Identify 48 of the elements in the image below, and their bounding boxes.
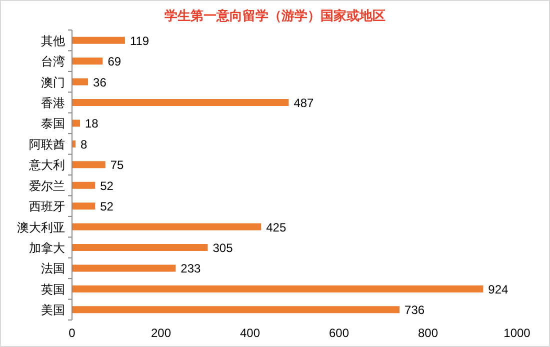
y-tick-label: 爱尔兰 [29, 178, 65, 193]
bar [72, 161, 106, 168]
bar [72, 99, 289, 106]
y-tick-label: 泰国 [41, 116, 65, 131]
bar [72, 285, 484, 292]
bar [72, 306, 400, 314]
data-label: 52 [100, 178, 114, 193]
data-label: 233 [180, 262, 202, 276]
x-tick-label: 800 [418, 326, 438, 340]
bar [72, 264, 176, 272]
data-label: 119 [130, 34, 150, 48]
bar [72, 202, 96, 210]
data-label: 36 [93, 75, 107, 90]
y-tick-label: 法国 [41, 262, 65, 276]
y-tick-label: 香港 [41, 96, 65, 110]
bar [72, 120, 80, 127]
data-label: 487 [294, 96, 314, 110]
bar [72, 36, 125, 44]
bar [72, 78, 88, 86]
y-tick-label: 英国 [41, 282, 65, 296]
bar [72, 223, 262, 230]
y-tick-label: 澳大利亚 [17, 220, 65, 234]
data-label: 924 [488, 282, 509, 296]
x-tick-label: 600 [328, 326, 350, 340]
data-label: 425 [266, 220, 286, 234]
y-tick-label: 阿联酋 [29, 137, 65, 152]
y-tick-label: 加拿大 [29, 241, 65, 255]
y-tick-label: 西班牙 [29, 200, 65, 214]
bar [72, 58, 103, 65]
y-tick-label: 台湾 [41, 54, 65, 69]
x-tick-label: 1000 [504, 326, 531, 340]
bar [72, 244, 208, 251]
y-tick-label: 美国 [41, 303, 65, 318]
y-tick-label: 其他 [41, 34, 65, 48]
data-label: 75 [110, 158, 124, 172]
x-tick-label: 0 [68, 326, 76, 340]
data-label: 18 [85, 116, 99, 131]
x-tick-label: 200 [150, 326, 172, 340]
data-label: 736 [404, 303, 425, 318]
y-tick-label: 澳门 [41, 75, 65, 90]
data-label: 305 [212, 241, 234, 255]
data-label: 8 [80, 137, 88, 152]
y-tick-label: 意大利 [28, 158, 65, 172]
chart-title: 学生第一意向留学（游学）国家或地区 [164, 8, 386, 23]
bar [72, 182, 96, 189]
data-label: 69 [108, 54, 122, 69]
data-label: 52 [100, 200, 114, 214]
x-tick-label: 400 [240, 326, 260, 340]
